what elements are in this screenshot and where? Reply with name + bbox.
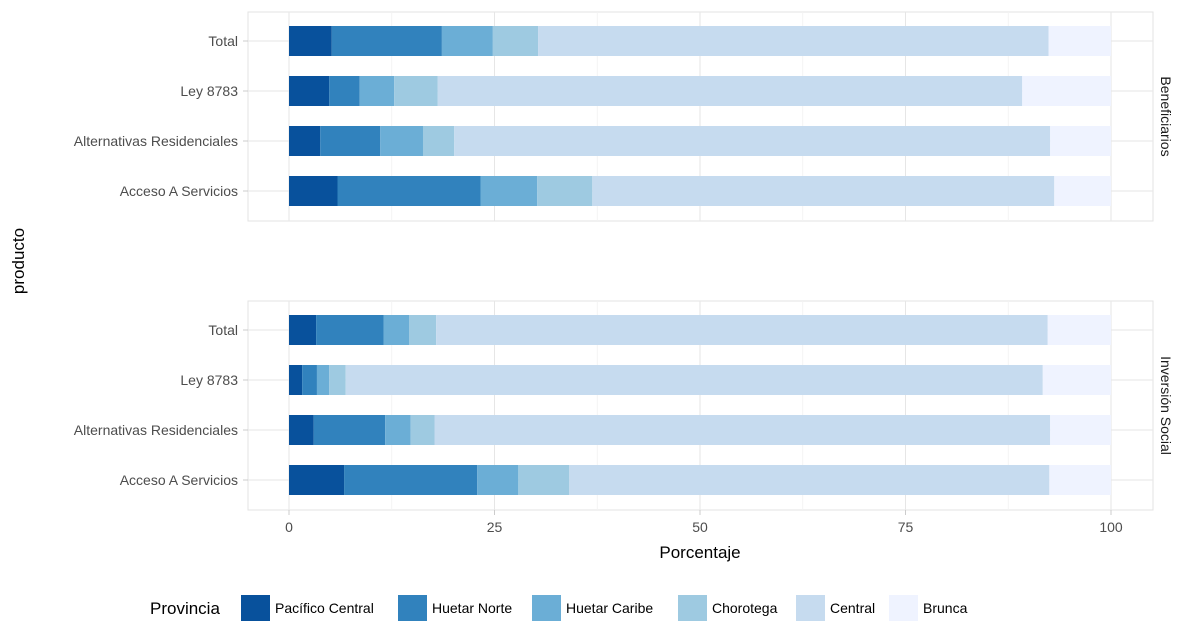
x-tick-label: 75 xyxy=(898,519,914,535)
facet-panels: Total Ley 8783 Alternativas Residenciales A… xyxy=(74,11,1174,511)
y-tick-label: Ley 8783 xyxy=(180,372,238,388)
legend-key-central xyxy=(796,595,825,621)
facet-panel-inversion-social: Total Ley 8783 Alternativas Residenciales A… xyxy=(74,300,1174,511)
x-tick-label: 100 xyxy=(1099,519,1123,535)
x-axis: 0 25 50 75 100 xyxy=(285,510,1123,535)
x-tick-label: 25 xyxy=(487,519,503,535)
bar-segment-brunca xyxy=(1047,315,1111,345)
bar-segment-brunca xyxy=(1022,76,1111,106)
bar-segment-chorotega xyxy=(518,465,570,495)
bar-segment-pacifico-central xyxy=(289,365,303,395)
bar-segment-chorotega xyxy=(422,126,455,156)
bar-segment-chorotega xyxy=(329,365,346,395)
facet-strip-label: Beneficiarios xyxy=(1158,76,1174,156)
legend-title: Provincia xyxy=(150,599,220,618)
bar-segment-huetar-caribe xyxy=(316,365,330,395)
y-tick-label: Total xyxy=(208,33,238,49)
x-tick-label: 0 xyxy=(285,519,293,535)
facet-strip-label: Inversión Social xyxy=(1158,356,1174,455)
legend-label-central: Central xyxy=(830,600,875,616)
bar-segment-chorotega xyxy=(394,76,438,106)
y-axis-title: producto xyxy=(9,228,28,294)
bar-segment-brunca xyxy=(1049,465,1111,495)
bar-segment-central xyxy=(454,126,1051,156)
bar-segment-pacifico-central xyxy=(289,76,330,106)
legend-key-huetar-caribe xyxy=(532,595,561,621)
bar-segment-huetar-caribe xyxy=(385,415,411,445)
y-tick-label: Ley 8783 xyxy=(180,83,238,99)
bar-segment-brunca xyxy=(1042,365,1111,395)
bar-segment-central xyxy=(538,26,1049,56)
bar-segment-chorotega xyxy=(410,415,435,445)
bar-segment-huetar-caribe xyxy=(383,315,410,345)
bar-segment-huetar-norte xyxy=(329,76,360,106)
legend-key-pacifico-central xyxy=(241,595,270,621)
bar-segment-pacifico-central xyxy=(289,465,345,495)
legend-key-chorotega xyxy=(678,595,707,621)
x-tick-label: 50 xyxy=(692,519,708,535)
bar-segment-brunca xyxy=(1048,26,1111,56)
bar-segment-central xyxy=(436,315,1048,345)
facet-panel-beneficiarios: Total Ley 8783 Alternativas Residenciales A… xyxy=(74,11,1174,222)
bar-segment-central xyxy=(569,465,1050,495)
bar-segment-pacifico-central xyxy=(289,176,338,206)
bar-segment-huetar-caribe xyxy=(477,465,519,495)
bar-segment-pacifico-central xyxy=(289,26,332,56)
bar-segment-pacifico-central xyxy=(289,315,317,345)
bar-segment-central xyxy=(437,76,1023,106)
bar-segment-huetar-norte xyxy=(331,26,442,56)
bar-segment-brunca xyxy=(1050,126,1111,156)
legend-label-chorotega: Chorotega xyxy=(712,600,778,616)
bar-segment-pacifico-central xyxy=(289,126,321,156)
bar-segment-huetar-caribe xyxy=(359,76,395,106)
y-tick-label: Alternativas Residenciales xyxy=(74,133,238,149)
legend-key-brunca xyxy=(889,595,918,621)
bar-segment-huetar-norte xyxy=(337,176,481,206)
bar-segment-central xyxy=(345,365,1043,395)
bar-segment-chorotega xyxy=(409,315,437,345)
bar-segment-pacifico-central xyxy=(289,415,314,445)
bar-segment-chorotega xyxy=(492,26,539,56)
legend-label-huetar-caribe: Huetar Caribe xyxy=(566,600,653,616)
bar-segment-huetar-caribe xyxy=(441,26,493,56)
legend: Provincia Pacífico Central Huetar Norte Hu… xyxy=(150,595,968,621)
y-tick-label: Total xyxy=(208,322,238,338)
bar-segment-huetar-norte xyxy=(316,315,384,345)
y-tick-label: Alternativas Residenciales xyxy=(74,422,238,438)
y-tick-label: Acceso A Servicios xyxy=(120,183,238,199)
legend-label-pacifico-central: Pacífico Central xyxy=(275,600,374,616)
y-tick-label: Acceso A Servicios xyxy=(120,472,238,488)
bar-segment-central xyxy=(592,176,1055,206)
bar-segment-brunca xyxy=(1054,176,1111,206)
legend-label-brunca: Brunca xyxy=(923,600,968,616)
bar-segment-chorotega xyxy=(537,176,593,206)
bar-segment-huetar-norte xyxy=(320,126,381,156)
bar-segment-huetar-norte xyxy=(302,365,317,395)
x-axis-title: Porcentaje xyxy=(659,543,740,562)
bar-segment-huetar-norte xyxy=(313,415,386,445)
bar-segment-central xyxy=(434,415,1051,445)
legend-label-huetar-norte: Huetar Norte xyxy=(432,600,512,616)
bar-segment-huetar-caribe xyxy=(480,176,538,206)
bar-segment-huetar-caribe xyxy=(380,126,423,156)
bar-segment-brunca xyxy=(1050,415,1111,445)
legend-key-huetar-norte xyxy=(398,595,427,621)
bar-segment-huetar-norte xyxy=(344,465,478,495)
